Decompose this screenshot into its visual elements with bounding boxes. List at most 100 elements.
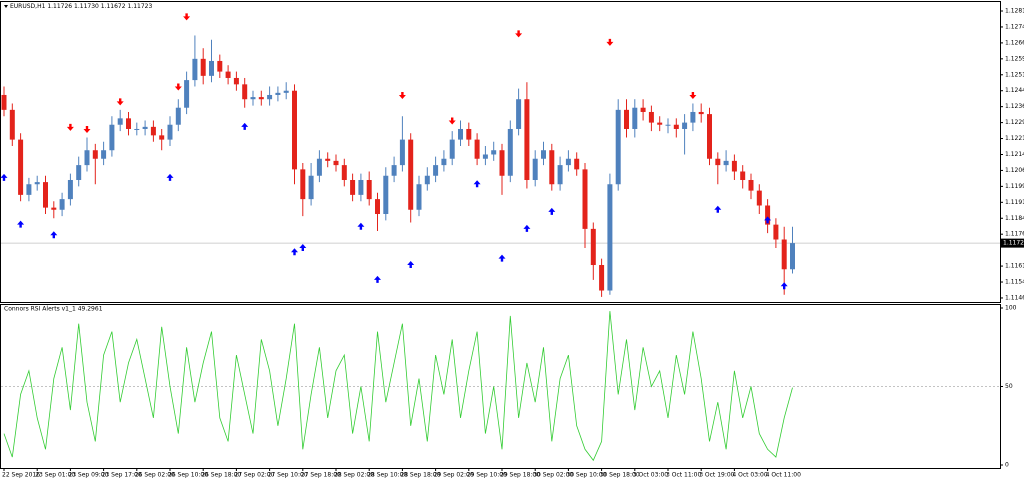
candle-body xyxy=(673,124,679,129)
candle-body xyxy=(192,58,198,81)
buy-arrow xyxy=(764,216,772,224)
candle-body xyxy=(150,126,156,136)
candle-body xyxy=(325,158,331,161)
y-tick-label: 1.12515 xyxy=(1005,71,1024,78)
candle-body xyxy=(375,199,380,215)
candle-body xyxy=(466,128,472,140)
candle-body xyxy=(292,90,297,170)
candle-body xyxy=(101,150,107,159)
candle-body xyxy=(731,160,737,172)
chart-title: EURUSD,H1 1.11726 1.11730 1.11672 1.1172… xyxy=(10,3,152,10)
buy-arrow xyxy=(241,122,249,130)
y-tick-label: 1.11840 xyxy=(1005,215,1024,222)
candle-body xyxy=(756,190,762,206)
x-tick-label: 23 Sep 01:00 xyxy=(35,472,75,479)
y-tick-label: 1.12290 xyxy=(1005,119,1024,126)
candle-body xyxy=(790,243,795,270)
candle-body xyxy=(341,165,347,180)
x-tick-label: 29 Sep 10:00 xyxy=(467,472,507,479)
x-tick-label: 30 Sep 18:00 xyxy=(600,472,640,479)
candle-body xyxy=(424,175,430,185)
candle-body xyxy=(707,114,712,159)
candle-body xyxy=(723,160,729,166)
candle-body xyxy=(648,111,654,123)
x-tick-label: 23 Sep 17:00 xyxy=(102,472,142,479)
candle-body xyxy=(267,94,273,100)
buy-arrow xyxy=(0,173,8,181)
indicator-y-tick-label: 100 xyxy=(1005,305,1017,312)
buy-arrow xyxy=(166,173,174,181)
candle-body xyxy=(524,99,530,180)
x-tick-label: 30 Sep 02:00 xyxy=(533,472,573,479)
y-tick-label: 1.12740 xyxy=(1005,23,1024,30)
x-tick-label: 29 Sep 02:00 xyxy=(434,472,474,479)
x-tick-label: 26 Sep 10:00 xyxy=(168,472,208,479)
candle-body xyxy=(18,139,24,195)
y-tick-label: 1.11540 xyxy=(1005,279,1024,286)
candle-body xyxy=(541,150,546,159)
x-tick-label: 3 Oct 11:00 xyxy=(666,472,701,479)
candle-body xyxy=(781,239,787,270)
candle-body xyxy=(516,99,522,129)
candle-body xyxy=(308,175,314,200)
candle-body xyxy=(92,150,98,159)
buy-arrow xyxy=(498,254,506,262)
indicator-y-tick-label: 50 xyxy=(1005,383,1013,390)
y-tick-label: 1.11990 xyxy=(1005,183,1024,190)
candle-body xyxy=(607,184,613,291)
x-tick-label: 28 Sep 18:00 xyxy=(400,472,440,479)
candle-body xyxy=(682,122,688,129)
candle-body xyxy=(242,84,248,100)
candle-body xyxy=(275,92,281,95)
current-price-box xyxy=(1001,238,1024,248)
buy-arrow xyxy=(17,220,25,228)
indicator-y-tick-label: 0 xyxy=(1005,462,1009,469)
x-tick-label: 4 Oct 03:00 xyxy=(732,472,767,479)
candle-body xyxy=(482,154,488,159)
y-tick-label: 1.12665 xyxy=(1005,39,1024,46)
candle-body xyxy=(408,139,414,210)
candle-body xyxy=(665,124,671,126)
x-tick-label: 27 Sep 02:00 xyxy=(234,472,274,479)
candle-body xyxy=(175,107,181,125)
y-tick-label: 1.11765 xyxy=(1005,231,1024,238)
sell-arrow xyxy=(83,125,91,133)
x-tick-label: 3 Oct 03:00 xyxy=(633,472,668,479)
y-tick-label: 1.12140 xyxy=(1005,151,1024,158)
candle-body xyxy=(690,111,696,123)
y-tick-label: 1.11615 xyxy=(1005,263,1024,270)
candle-body xyxy=(433,165,439,176)
sell-arrow xyxy=(398,91,406,99)
candle-body xyxy=(217,60,223,72)
current-price-label: 1.11723 xyxy=(1003,240,1024,247)
y-tick-label: 1.12065 xyxy=(1005,167,1024,174)
candle-body xyxy=(582,169,588,229)
candle-body xyxy=(59,199,65,210)
candle-body xyxy=(1,94,7,110)
x-tick-label: 29 Sep 18:00 xyxy=(500,472,540,479)
candle-body xyxy=(366,179,372,200)
candle-body xyxy=(34,182,40,185)
candle-body xyxy=(458,128,463,140)
buy-arrow xyxy=(407,261,415,269)
candle-body xyxy=(225,71,231,78)
candle-body xyxy=(549,150,555,185)
candle-body xyxy=(441,158,447,166)
candle-body xyxy=(474,139,480,159)
candle-body xyxy=(333,160,339,166)
menu-triangle[interactable] xyxy=(4,5,8,8)
y-tick-label: 1.12590 xyxy=(1005,55,1024,62)
candle-body xyxy=(391,165,397,176)
sell-arrow xyxy=(66,123,74,131)
candle-body xyxy=(316,158,322,176)
x-tick-label: 27 Sep 18:00 xyxy=(301,472,341,479)
candle-body xyxy=(167,124,173,140)
candle-body xyxy=(9,109,15,140)
x-tick-label: 30 Sep 10:00 xyxy=(566,472,606,479)
candle-body xyxy=(76,165,82,180)
x-tick-label: 4 Oct 11:00 xyxy=(766,472,801,479)
buy-arrow xyxy=(714,205,722,213)
candle-body xyxy=(117,118,123,125)
candle-body xyxy=(449,139,455,159)
